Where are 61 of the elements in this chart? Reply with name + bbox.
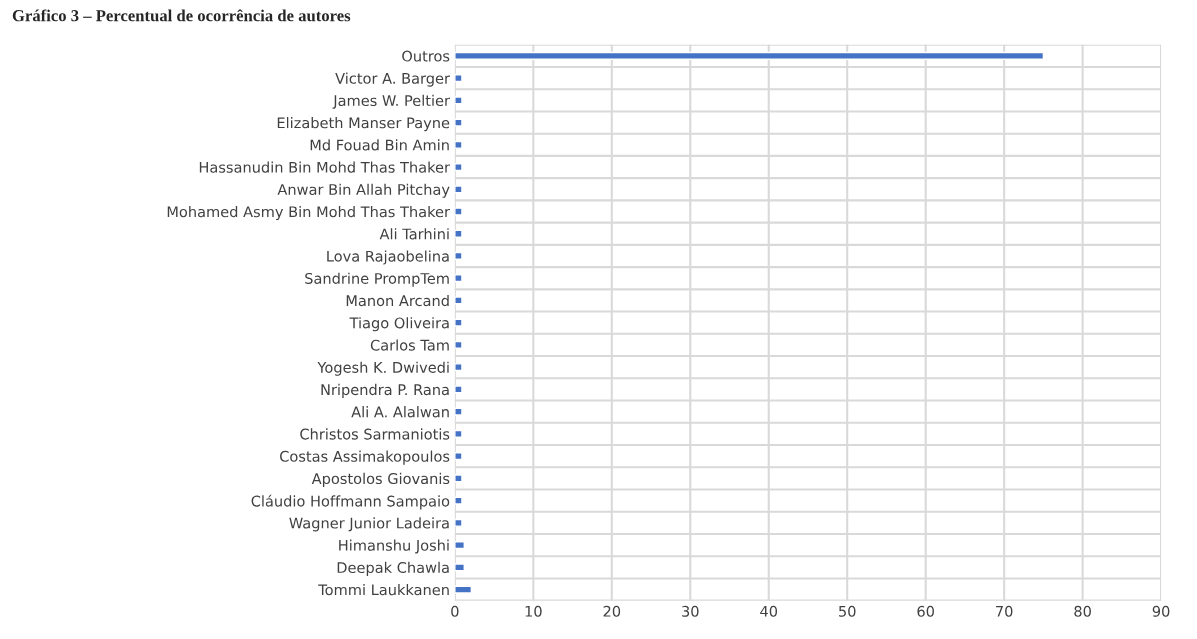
- bar: [454, 118, 463, 127]
- x-tick-label: 90: [1152, 605, 1170, 617]
- x-tick-label: 10: [525, 605, 542, 617]
- y-tick-label: Elizabeth Manser Payne: [277, 117, 450, 132]
- bar: [454, 452, 463, 461]
- x-tick-label: 40: [760, 605, 778, 617]
- bar: [454, 207, 463, 216]
- bar: [454, 140, 463, 149]
- bar: [454, 251, 463, 261]
- y-tick-label: Tiago Oliveira: [349, 317, 449, 332]
- y-tick-label: Carlos Tam: [370, 339, 449, 351]
- bar: [454, 518, 463, 527]
- x-tick-label: 80: [1074, 605, 1091, 617]
- bar: [454, 74, 463, 83]
- x-tick-label: 70: [996, 605, 1013, 617]
- y-tick-label: Lova Rajaobelina: [327, 250, 449, 265]
- bar: [454, 407, 463, 416]
- y-tick-label: Sandrine PrompTem: [305, 272, 449, 287]
- y-tick-label: Wagner Junior Ladeira: [289, 517, 449, 532]
- y-tick-label: Md Fouad Bin Amin: [310, 139, 449, 151]
- x-tick-label: 20: [603, 605, 621, 617]
- text: Gráfico 3 – Percentual de ocorrência de autores: [12, 9, 351, 22]
- bar: [454, 229, 463, 238]
- x-tick-label: 50: [839, 605, 856, 617]
- bar: [454, 496, 463, 505]
- y-tick-label: Outros: [402, 50, 450, 62]
- y-tick-label: Costas Assimakopoulos: [280, 450, 450, 465]
- bar: [454, 541, 465, 550]
- x-tick-label: 0: [451, 605, 459, 617]
- bar: [454, 163, 463, 172]
- y-tick-label: Hassanudin Bin Mohd Thas Thaker: [199, 161, 450, 173]
- bar: [454, 51, 1045, 60]
- bar: [454, 185, 463, 194]
- bar: [454, 563, 465, 572]
- bar: [454, 585, 473, 594]
- y-tick-label: Cláudio Hoffmann Sampaio: [251, 494, 450, 510]
- bar: [454, 363, 463, 372]
- y-tick-label: Apostolos Giovanis: [311, 472, 450, 487]
- y-tick-label: Nripendra P. Rana: [321, 383, 449, 398]
- x-tick-label: 30: [682, 605, 699, 617]
- y-tick-label: Manon Arcand: [346, 294, 449, 307]
- y-tick-label: Ali Tarhini: [379, 228, 449, 240]
- y-tick-label: Yogesh K. Dwivedi: [317, 361, 449, 376]
- bar: [454, 429, 463, 438]
- bar: [454, 274, 463, 283]
- bar: [454, 318, 463, 327]
- bar: [454, 96, 463, 105]
- x-tick-label: 60: [917, 605, 934, 617]
- y-tick-label: Victor A. Barger: [335, 72, 450, 87]
- bar: [454, 385, 463, 394]
- y-tick-label: Mohamed Asmy Bin Mohd Thas Thaker: [167, 205, 450, 221]
- y-tick-label: Christos Sarmaniotis: [300, 428, 450, 440]
- y-tick-label: Anwar Bin Allah Pitchay: [277, 183, 450, 198]
- y-tick-label: James W. Peltier: [332, 94, 450, 109]
- y-tick-label: Deepak Chawla: [337, 561, 449, 576]
- bar: [454, 340, 463, 349]
- y-tick-label: Himanshu Joshi: [339, 539, 449, 554]
- bar: [454, 474, 463, 483]
- y-tick-label: Tommi Laukkanen: [318, 584, 449, 596]
- bar: [454, 296, 463, 305]
- y-tick-label: Ali A. Alalwan: [351, 406, 449, 418]
